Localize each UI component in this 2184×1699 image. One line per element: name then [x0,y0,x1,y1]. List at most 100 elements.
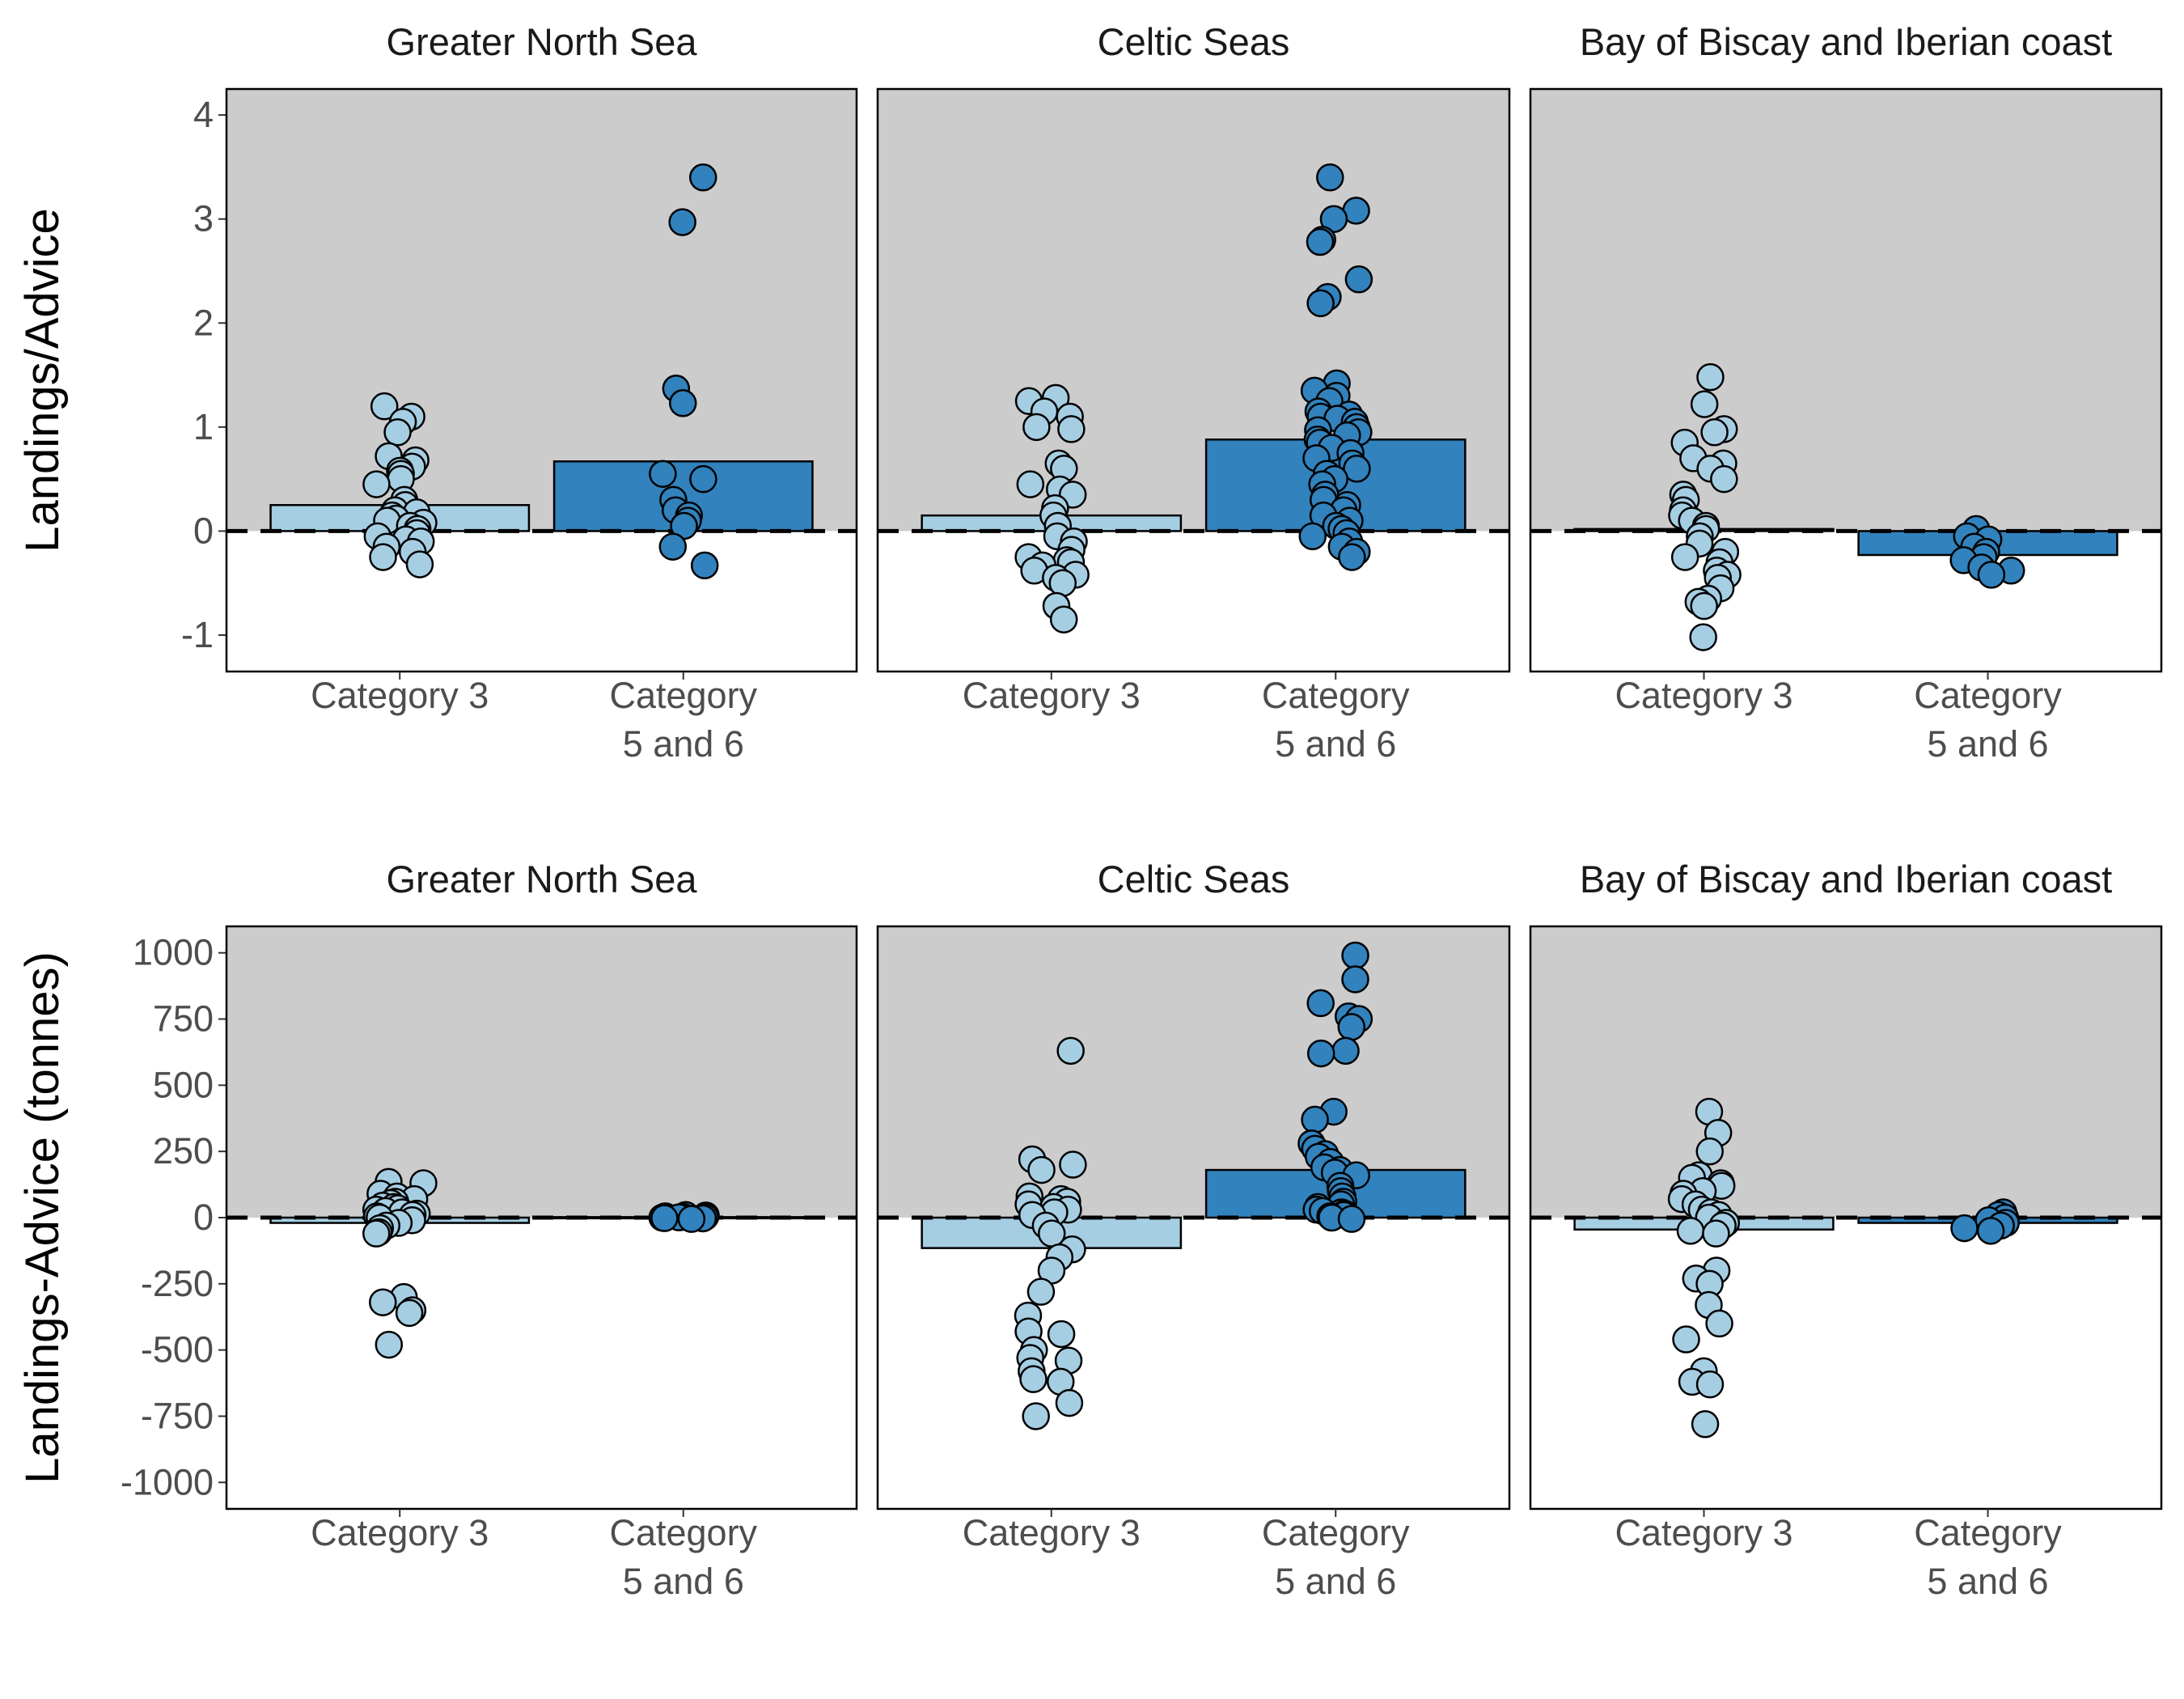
data-point [1306,1039,1335,1068]
y-tick-label: -250 [141,1263,214,1304]
data-point [1306,989,1335,1018]
data-point [668,208,696,236]
y-tick-label: 3 [193,198,214,239]
panel-title: Celtic Seas [1098,858,1290,900]
data-point [1976,1217,2005,1245]
data-point [405,550,434,578]
panel: Bay of Biscay and Iberian coast Category … [1529,20,2163,765]
data-point [1705,1309,1733,1338]
panel-border [876,87,1511,673]
data-point [1298,522,1327,551]
x-tick-label: 5 and 6 [623,723,744,765]
x-tick-label: Category 3 [311,1512,489,1553]
data-point [1049,605,1078,633]
x-tick-label: Category [609,675,757,716]
data-point [658,532,688,561]
y-tick-label: 1000 [133,932,214,973]
panel-title: Bay of Biscay and Iberian coast [1580,20,2112,63]
data-point [1695,1137,1724,1166]
panel-title: Greater North Sea [386,858,697,900]
y-tick-label: 250 [153,1130,214,1172]
data-point [668,389,697,417]
x-tick-label: Category [609,1512,757,1553]
x-tick-label: 5 and 6 [1927,1561,2048,1602]
data-point [688,163,717,192]
panel: Celtic Seas Category 3 Category 5 and 6 [876,20,1511,765]
data-point [1341,941,1369,970]
x-tick-label: 5 and 6 [1275,723,1396,765]
x-tick-label: Category [1914,675,2062,716]
y-tick-label: 0 [193,1197,214,1238]
y-tick-label: -750 [141,1395,214,1436]
data-point [1710,464,1738,494]
data-point [1301,1105,1329,1134]
data-point [650,1204,679,1232]
panel-title: Greater North Sea [386,20,697,63]
data-point [1306,227,1335,256]
data-point [1016,470,1045,498]
positive-region [226,89,857,532]
x-tick-label: Category 3 [311,675,489,716]
data-point [1316,163,1344,192]
data-point [1702,1219,1730,1248]
x-tick-label: Category 3 [963,675,1141,716]
data-point [1689,623,1717,651]
data-point [1690,390,1719,418]
data-point [369,1288,397,1316]
data-point [1700,418,1729,447]
panel-title: Bay of Biscay and Iberian coast [1580,858,2112,900]
data-point [649,460,677,488]
panel-title: Celtic Seas [1098,20,1290,63]
data-point [1950,1214,1979,1243]
y-tick-label: 4 [193,94,214,135]
data-point [370,392,399,421]
panel: Greater North Sea Category 3 Category 5 and… [225,858,858,1602]
data-point [369,543,397,571]
x-tick-label: 5 and 6 [1275,1561,1396,1602]
panel: Bay of Biscay and Iberian coast Category … [1529,858,2163,1602]
data-point [1059,1150,1087,1179]
x-tick-label: Category [1262,1512,1410,1553]
positive-region [1530,89,2161,532]
data-point [1331,1036,1360,1066]
y-tick-label: 0 [193,510,214,551]
data-point [1019,1365,1048,1393]
y-tick-label: -1000 [121,1461,214,1502]
data-point [1056,1036,1085,1066]
data-point [362,470,391,498]
data-point [1344,265,1373,294]
x-tick-label: Category 3 [1615,675,1792,716]
panel: Greater North Sea Category 3 Category 5 and… [225,20,858,765]
data-point [1022,1402,1050,1430]
data-point [677,1205,706,1233]
data-point [1696,362,1725,392]
positive-region [226,926,857,1218]
data-point [1057,415,1086,443]
y-tick-label: 2 [193,302,214,343]
data-point [1672,1325,1700,1354]
y-axis-title: Landings-Advice (tonnes) [16,951,69,1484]
data-point [1670,543,1699,571]
x-tick-label: 5 and 6 [623,1561,744,1602]
data-point [1027,1155,1056,1184]
panel-border [1529,87,2163,673]
data-point [1048,569,1077,597]
data-point [1047,1320,1076,1349]
positive-region [1530,926,2161,1218]
data-point [362,1219,391,1248]
x-tick-label: Category [1262,675,1410,716]
y-tick-label: -500 [141,1329,214,1371]
panel-border [225,87,858,673]
y-tick-label: 750 [153,998,214,1040]
data-point [1977,561,2006,589]
data-point [1341,965,1369,994]
x-tick-label: Category [1914,1512,2062,1553]
x-tick-label: Category 3 [1615,1512,1792,1553]
y-tick-label: 1 [193,406,214,447]
x-tick-label: Category 3 [963,1512,1141,1553]
y-axis-title: Landings/Advice [16,208,69,553]
panel: Celtic Seas Category 3 Category 5 and 6 [876,858,1511,1602]
panel-border [1529,925,2163,1510]
data-point [1026,1277,1056,1306]
data-point [383,418,412,447]
